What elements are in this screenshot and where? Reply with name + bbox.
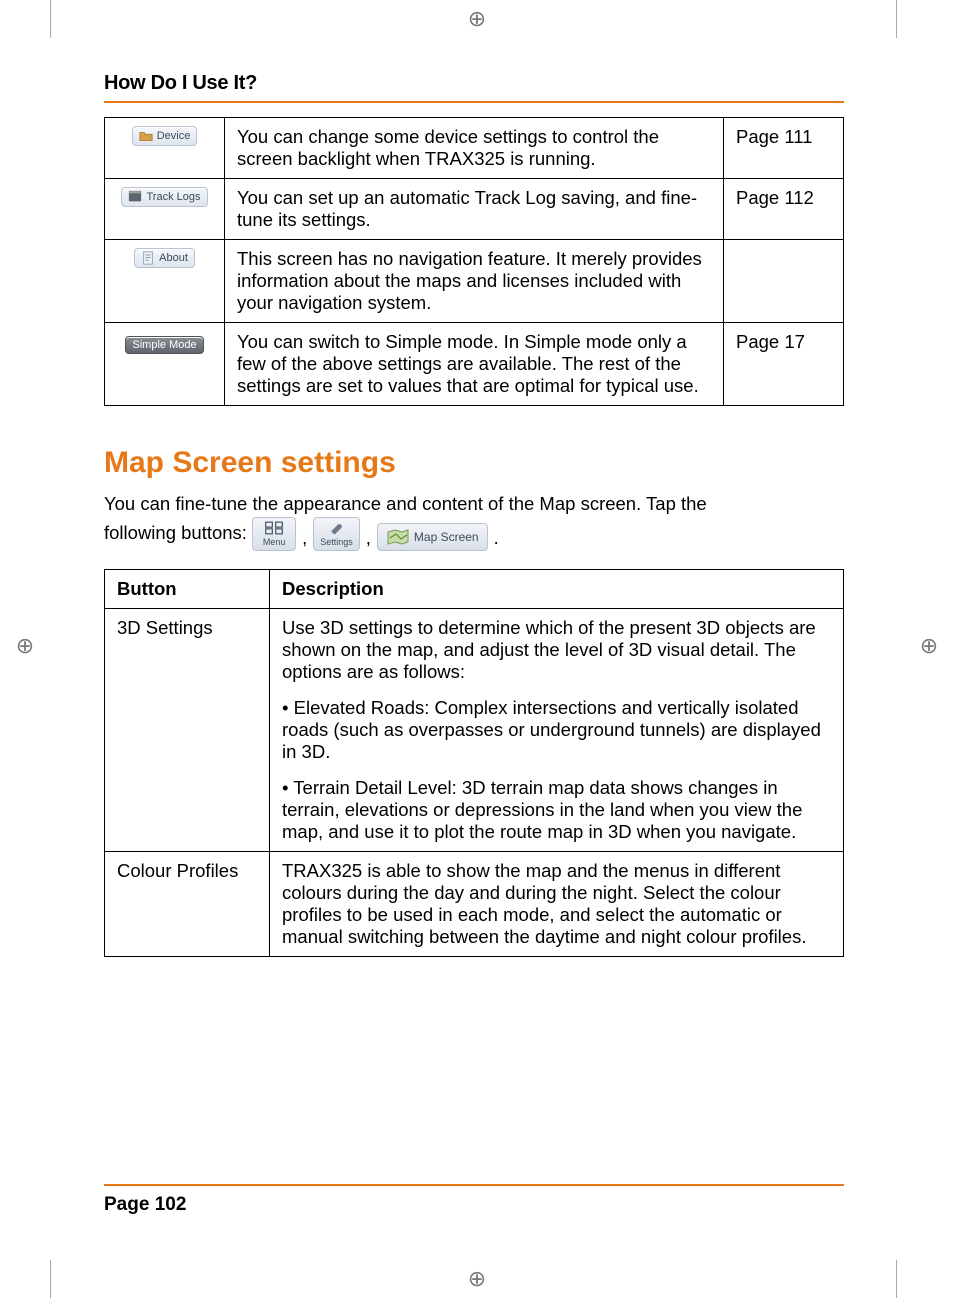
icon-label: Simple Mode <box>132 339 196 351</box>
map-screen-button: Map Screen <box>377 523 488 551</box>
menu-button: Menu <box>252 517 296 551</box>
column-header-button: Button <box>105 570 270 609</box>
crop-mark <box>896 1260 897 1298</box>
desc-text: Use 3D settings to determine which of th… <box>270 609 844 852</box>
section-heading: Map Screen settings <box>104 446 844 480</box>
page-content: How Do I Use It? Device You can change s… <box>104 72 844 957</box>
settings-description: You can switch to Simple mode. In Simple… <box>225 323 724 406</box>
device-button: Device <box>132 126 198 146</box>
running-header: How Do I Use It? <box>104 72 844 101</box>
inline-button-row: Menu , Settings , Map Screen . <box>252 517 499 551</box>
table-row: Device You can change some device settin… <box>105 118 844 179</box>
table-row: Colour Profiles TRAX325 is able to show … <box>105 852 844 957</box>
desc-button-name: 3D Settings <box>105 609 270 852</box>
settings-page-ref: Page 17 <box>724 323 844 406</box>
registration-mark-icon: ⊕ <box>466 1268 488 1290</box>
icon-label: About <box>159 252 188 264</box>
settings-table: Device You can change some device settin… <box>104 117 844 406</box>
settings-icon-cell: Simple Mode <box>105 323 225 406</box>
desc-para: • Terrain Detail Level: 3D terrain map d… <box>282 777 831 843</box>
button-label: Map Screen <box>414 529 479 545</box>
description-table: Button Description 3D Settings Use 3D se… <box>104 569 844 957</box>
folder-icon <box>139 129 153 143</box>
icon-label: Track Logs <box>146 191 200 203</box>
page-icon <box>141 251 155 265</box>
button-label: Menu <box>263 536 286 548</box>
table-header-row: Button Description <box>105 570 844 609</box>
crop-mark <box>896 0 897 38</box>
settings-icon-cell: Track Logs <box>105 179 225 240</box>
settings-icon-cell: Device <box>105 118 225 179</box>
table-row: Track Logs You can set up an automatic T… <box>105 179 844 240</box>
desc-para: TRAX325 is able to show the map and the … <box>282 860 831 948</box>
registration-mark-icon: ⊕ <box>466 8 488 30</box>
page-number: Page 102 <box>104 1194 186 1216</box>
wrench-icon <box>327 520 347 536</box>
crop-mark <box>50 0 51 38</box>
settings-icon-cell: About <box>105 240 225 323</box>
table-row: 3D Settings Use 3D settings to determine… <box>105 609 844 852</box>
table-row: About This screen has no navigation feat… <box>105 240 844 323</box>
icon-label: Device <box>157 130 191 142</box>
header-rule <box>104 101 844 103</box>
settings-button: Settings <box>313 517 360 551</box>
registration-mark-icon: ⊕ <box>918 635 940 657</box>
settings-description: You can change some device settings to c… <box>225 118 724 179</box>
intro-line1: You can fine-tune the appearance and con… <box>104 493 707 514</box>
settings-description: You can set up an automatic Track Log sa… <box>225 179 724 240</box>
map-icon <box>386 528 410 546</box>
settings-page-ref: Page 111 <box>724 118 844 179</box>
intro-prefix: following buttons: <box>104 522 252 543</box>
column-header-description: Description <box>270 570 844 609</box>
footer-rule <box>104 1184 844 1186</box>
simple-mode-button: Simple Mode <box>125 336 203 354</box>
button-label: Settings <box>320 536 353 548</box>
crop-mark <box>50 1260 51 1298</box>
track-logs-button: Track Logs <box>121 187 207 207</box>
film-icon <box>128 190 142 204</box>
desc-para: • Elevated Roads: Complex intersections … <box>282 697 831 763</box>
registration-mark-icon: ⊕ <box>14 635 36 657</box>
settings-page-ref: Page 112 <box>724 179 844 240</box>
settings-page-ref <box>724 240 844 323</box>
table-row: Simple Mode You can switch to Simple mod… <box>105 323 844 406</box>
desc-button-name: Colour Profiles <box>105 852 270 957</box>
desc-text: TRAX325 is able to show the map and the … <box>270 852 844 957</box>
settings-description: This screen has no navigation feature. I… <box>225 240 724 323</box>
desc-para: Use 3D settings to determine which of th… <box>282 617 831 683</box>
about-button: About <box>134 248 195 268</box>
section-intro: You can fine-tune the appearance and con… <box>104 492 844 551</box>
menu-icon <box>264 520 284 536</box>
